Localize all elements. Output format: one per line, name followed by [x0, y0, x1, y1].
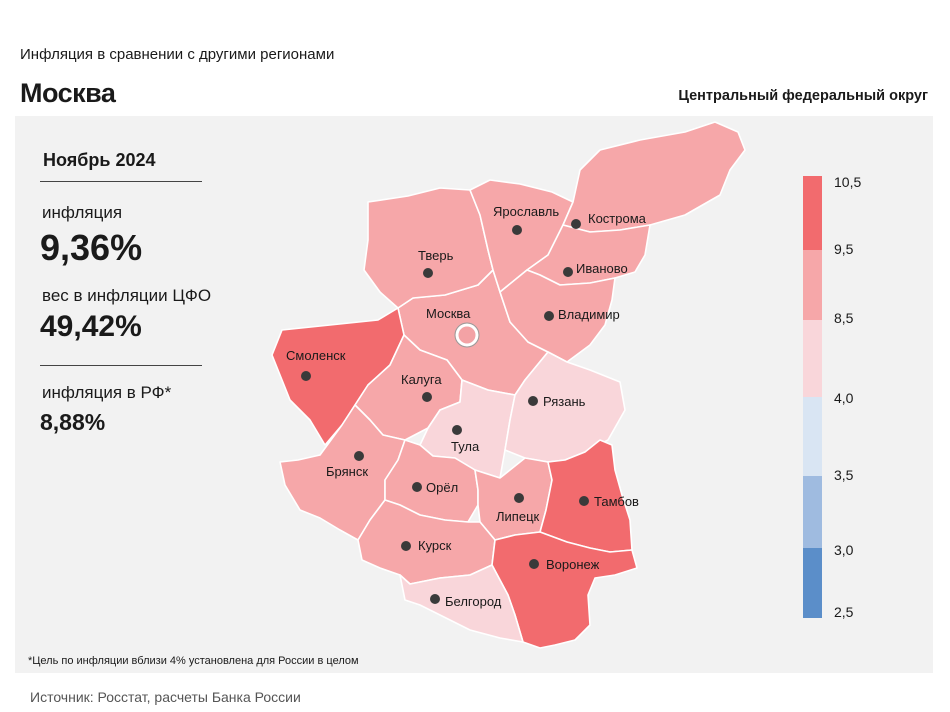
- scale-segment: [803, 320, 822, 397]
- city-marker-kaluga: [422, 392, 432, 402]
- inflation-label: инфляция: [42, 203, 123, 222]
- city-marker-belgorod: [430, 594, 440, 604]
- scale-segment: [803, 476, 822, 548]
- region-kaluga: [354, 334, 463, 441]
- scale-segment: [803, 176, 822, 250]
- city-label-lipetsk: Липецк: [496, 509, 540, 524]
- region-belgorod: [399, 564, 524, 643]
- city-label-ivanovo: Иваново: [576, 261, 628, 276]
- city-marker-ryazan: [528, 396, 538, 406]
- city-marker-ivanovo: [563, 267, 573, 277]
- city-marker-ring: [454, 322, 480, 348]
- footnote: *Цель по инфляции вблизи 4% установлена …: [28, 655, 359, 667]
- district-label: Центральный федеральный округ: [678, 88, 928, 104]
- city-label-tambov: Тамбов: [594, 494, 639, 509]
- chart-subtitle: Инфляция в сравнении с другими регионами: [20, 46, 335, 63]
- city-marker-moscow: [455, 323, 479, 347]
- city-label-bryansk: Брянск: [326, 464, 368, 479]
- city-label-orel: Орёл: [426, 480, 458, 495]
- city-marker-bryansk: [354, 451, 364, 461]
- city-marker-kostroma: [571, 219, 581, 229]
- city-label-belgorod: Белгород: [445, 594, 502, 609]
- city-label-tver: Тверь: [418, 248, 454, 263]
- divider: [40, 365, 202, 366]
- city-label-ryazan: Рязань: [543, 394, 586, 409]
- scale-segment: [803, 548, 822, 618]
- scale-tick-label: 4,0: [834, 390, 854, 406]
- weight-value: 49,42%: [40, 310, 142, 343]
- scale-tick-label: 2,5: [834, 604, 854, 620]
- rf-inflation-value: 8,88%: [40, 409, 106, 435]
- region-tver: [363, 187, 494, 309]
- city-marker-lipetsk: [514, 493, 524, 503]
- city-marker-vladimir: [544, 311, 554, 321]
- city-marker-smolensk: [301, 371, 311, 381]
- city-label-kursk: Курск: [418, 538, 452, 553]
- city-marker-tver: [423, 268, 433, 278]
- city-label-moscow: Москва: [426, 306, 471, 321]
- city-label-kaluga: Калуга: [401, 372, 442, 387]
- city-label-smolensk: Смоленск: [286, 348, 346, 363]
- weight-label: вес в инфляции ЦФО: [42, 286, 212, 305]
- city-label-yaroslavl: Ярославль: [493, 204, 559, 219]
- region-ryazan: [504, 351, 626, 463]
- city-marker-tambov: [579, 496, 589, 506]
- scale-tick-label: 10,5: [834, 174, 862, 190]
- scale-tick-label: 3,5: [834, 467, 854, 483]
- inflation-value: 9,36%: [40, 227, 143, 268]
- city-marker-tula: [452, 425, 462, 435]
- rf-inflation-label: инфляция в РФ*: [42, 383, 172, 402]
- city-marker-yaroslavl: [512, 225, 522, 235]
- scale-tick-label: 9,5: [834, 241, 854, 257]
- city-label-tula: Тула: [451, 439, 480, 454]
- city-label-voronezh: Воронеж: [546, 557, 600, 572]
- region-tambov: [539, 439, 633, 553]
- scale-segment: [803, 397, 822, 476]
- city-label-kostroma: Кострома: [588, 211, 647, 226]
- region-title: Москва: [20, 78, 116, 108]
- region-vladimir: [499, 269, 616, 363]
- city-marker-voronezh: [529, 559, 539, 569]
- period-label: Ноябрь 2024: [43, 150, 156, 170]
- city-label-vladimir: Владимир: [558, 307, 620, 322]
- divider: [40, 181, 202, 182]
- city-marker-kursk: [401, 541, 411, 551]
- scale-tick-label: 8,5: [834, 310, 854, 326]
- city-marker-orel: [412, 482, 422, 492]
- source-note: Источник: Росстат, расчеты Банка России: [30, 689, 301, 705]
- scale-segment: [803, 250, 822, 320]
- scale-tick-label: 3,0: [834, 542, 854, 558]
